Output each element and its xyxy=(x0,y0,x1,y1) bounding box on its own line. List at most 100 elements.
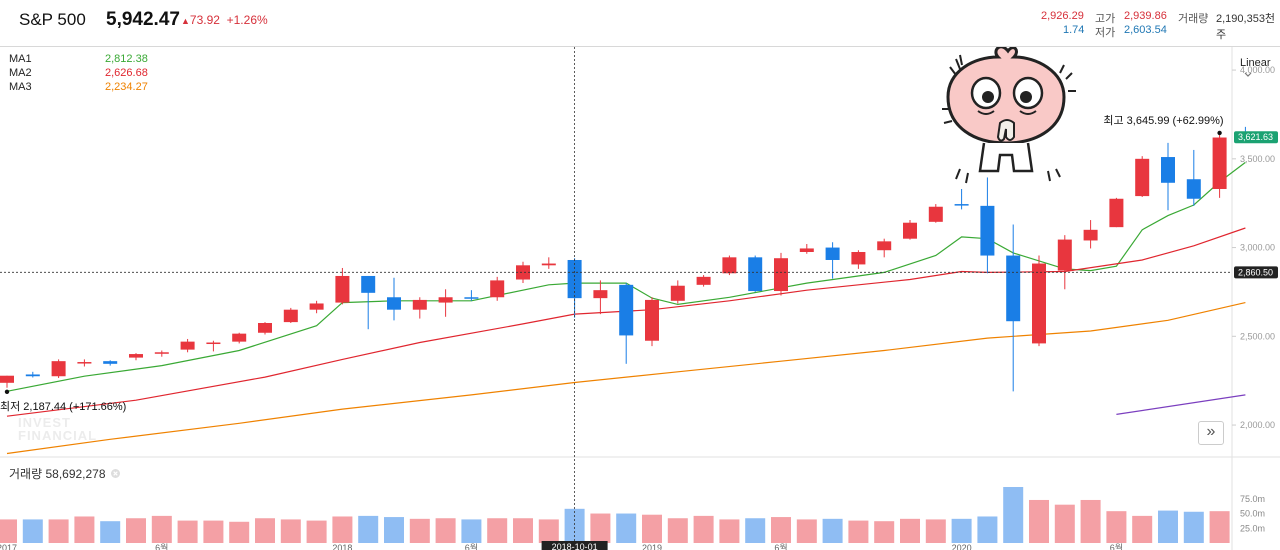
volume-bar[interactable] xyxy=(693,515,714,543)
volume-bar[interactable] xyxy=(925,519,946,543)
candle-body[interactable] xyxy=(1109,198,1124,228)
volume-bar[interactable] xyxy=(280,519,301,543)
volume-bar[interactable] xyxy=(22,519,43,543)
candle-body[interactable] xyxy=(541,263,556,266)
candle-body[interactable] xyxy=(851,252,866,265)
volume-bar[interactable] xyxy=(1106,511,1127,543)
candle-body[interactable] xyxy=(903,222,917,239)
candle-body[interactable] xyxy=(361,275,376,293)
volume-bar[interactable] xyxy=(1054,504,1075,543)
candle-body[interactable] xyxy=(490,280,505,298)
volume-bar[interactable] xyxy=(435,518,456,543)
candle-body[interactable] xyxy=(877,241,892,251)
candle-body[interactable] xyxy=(1161,157,1175,183)
candle-body[interactable] xyxy=(1212,137,1227,189)
candle-body[interactable] xyxy=(154,352,169,354)
volume-bar[interactable] xyxy=(332,516,353,543)
volume-bar[interactable] xyxy=(1209,511,1230,543)
candle-body[interactable] xyxy=(258,322,272,333)
volume-bar[interactable] xyxy=(642,514,662,543)
volume-bar[interactable] xyxy=(126,518,146,543)
volume-bar[interactable] xyxy=(255,518,275,543)
volume-bar[interactable] xyxy=(822,518,843,543)
candle-body[interactable] xyxy=(103,361,118,364)
candle-body[interactable] xyxy=(825,247,840,260)
ma2-legend-row[interactable]: MA2 2,626.68 xyxy=(9,67,169,81)
candle-body[interactable] xyxy=(309,303,324,310)
close-icon[interactable] xyxy=(110,469,120,478)
candle-body[interactable] xyxy=(283,309,298,323)
candle-body[interactable] xyxy=(799,248,814,252)
candle-body[interactable] xyxy=(593,290,608,299)
candle-body[interactable] xyxy=(645,299,659,341)
candle-body[interactable] xyxy=(0,375,14,383)
volume-bar[interactable] xyxy=(874,521,895,543)
volume-bar[interactable] xyxy=(229,521,250,543)
volume-bar[interactable] xyxy=(1003,487,1024,543)
volume-bar[interactable] xyxy=(590,513,611,543)
candle-body[interactable] xyxy=(232,333,247,342)
volume-bar[interactable] xyxy=(538,519,559,543)
candle-body[interactable] xyxy=(438,297,453,303)
candle-body[interactable] xyxy=(748,257,763,292)
candle-body[interactable] xyxy=(516,265,530,280)
scroll-right-button[interactable]: » xyxy=(1198,421,1224,445)
volume-bar[interactable] xyxy=(487,518,508,543)
candle-body[interactable] xyxy=(335,275,350,303)
volume-bar[interactable] xyxy=(1158,510,1178,543)
scale-selector[interactable]: Linear xyxy=(1240,57,1280,81)
volume-bar[interactable] xyxy=(1080,499,1101,543)
candle-body[interactable] xyxy=(412,299,427,310)
candle-body[interactable] xyxy=(928,206,943,222)
candle-body[interactable] xyxy=(1186,179,1201,199)
volume-bar[interactable] xyxy=(513,518,533,543)
candle-body[interactable] xyxy=(25,374,40,377)
candle-body[interactable] xyxy=(180,341,195,350)
candle-body[interactable] xyxy=(1083,229,1098,241)
volume-bar[interactable] xyxy=(667,518,688,543)
volume-bar[interactable] xyxy=(0,519,17,543)
volume-bar[interactable] xyxy=(358,515,379,543)
candle-body[interactable] xyxy=(670,285,685,301)
price-chart[interactable]: 2,000.00 2,500.00 3,000.00 3,500.00 4,000.00… xyxy=(0,47,1280,550)
volume-bar[interactable] xyxy=(100,521,121,543)
volume-bar[interactable] xyxy=(616,513,637,543)
volume-bar[interactable] xyxy=(796,519,817,543)
candle-body[interactable] xyxy=(129,354,143,358)
volume-bar[interactable] xyxy=(48,519,69,543)
volume-bar[interactable] xyxy=(409,518,430,543)
candle-body[interactable] xyxy=(1057,239,1072,271)
volume-bar[interactable] xyxy=(1183,511,1204,543)
volume-bar[interactable] xyxy=(1029,499,1049,543)
ma1-legend-row[interactable]: MA1 2,812.38 xyxy=(9,53,169,67)
candle-body[interactable] xyxy=(954,204,969,206)
volume-bar[interactable] xyxy=(74,516,95,543)
candle-body[interactable] xyxy=(1032,263,1046,344)
volume-bar[interactable] xyxy=(745,518,766,543)
candle-body[interactable] xyxy=(77,362,92,364)
volume-bar[interactable] xyxy=(719,519,740,543)
volume-bar[interactable] xyxy=(151,515,172,543)
volume-bar[interactable] xyxy=(771,517,791,543)
volume-bar[interactable] xyxy=(900,518,920,543)
volume-bar[interactable] xyxy=(384,517,404,543)
candle-body[interactable] xyxy=(619,284,634,336)
candle-body[interactable] xyxy=(1006,255,1021,322)
volume-bar[interactable] xyxy=(848,520,869,543)
candle-body[interactable] xyxy=(206,342,221,345)
volume-bar[interactable] xyxy=(203,520,224,543)
ma3-legend-row[interactable]: MA3 2,234.27 xyxy=(9,81,169,95)
candle-body[interactable] xyxy=(722,257,737,274)
candle-body[interactable] xyxy=(1135,158,1150,197)
candle-body[interactable] xyxy=(464,297,479,299)
candle-body[interactable] xyxy=(51,361,66,377)
volume-bar[interactable] xyxy=(1132,515,1153,543)
volume-bar[interactable] xyxy=(461,519,482,543)
candle-body[interactable] xyxy=(980,205,995,256)
candle-body[interactable] xyxy=(696,276,711,285)
volume-bar[interactable] xyxy=(564,508,585,543)
candle-body[interactable] xyxy=(387,297,401,310)
candle-body[interactable] xyxy=(774,258,788,292)
volume-bar[interactable] xyxy=(306,520,327,543)
volume-bar[interactable] xyxy=(177,520,198,543)
